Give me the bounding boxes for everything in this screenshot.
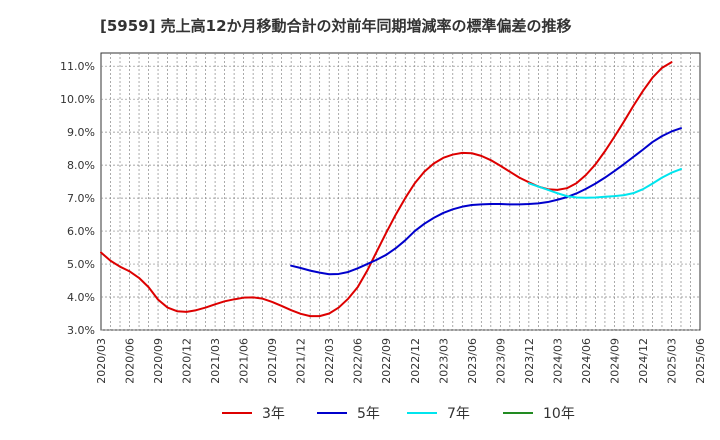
plot-area [100,52,701,331]
x-tick-label: 2022/09 [380,338,393,384]
x-tick-label: 2021/03 [209,338,222,384]
legend-label: 5年 [357,406,380,422]
x-tick-label: 2022/12 [409,338,422,384]
series-line [100,61,673,318]
x-tick-label: 2024/09 [608,338,621,384]
y-tick-label: 10.0% [60,93,95,106]
x-tick-label: 2023/03 [437,338,450,384]
y-tick-label: 9.0% [67,126,95,139]
x-tick-label: 2021/09 [266,338,279,384]
y-tick-label: 5.0% [67,258,95,271]
chart-title: [5959] 売上高12か月移動合計の対前年同期増減率の標準偏差の推移 [100,17,572,35]
x-axis-ticks: 2020/03 2020/06 2020/09 2020/12 2021/03 2021/… [95,338,707,384]
x-tick-label: 2024/06 [580,338,593,384]
y-tick-label: 6.0% [67,225,95,238]
x-tick-label: 2025/06 [694,338,707,384]
x-tick-label: 2022/03 [323,338,336,384]
x-tick-label: 2021/06 [238,338,251,384]
x-tick-label: 2022/06 [352,338,365,384]
legend: 3年 5年 7年 10年 [222,406,575,422]
y-tick-label: 3.0% [67,324,95,337]
x-tick-label: 2020/06 [124,338,137,384]
x-tick-label: 2020/03 [95,338,108,384]
y-tick-label: 4.0% [67,291,95,304]
series-line [290,127,682,276]
x-tick-label: 2020/12 [181,338,194,384]
x-tick-label: 2025/03 [665,338,678,384]
legend-label: 7年 [447,406,470,422]
y-tick-label: 8.0% [67,159,95,172]
y-tick-label: 7.0% [67,192,95,205]
y-tick-label: 11.0% [60,60,95,73]
x-tick-label: 2023/06 [466,338,479,384]
x-tick-label: 2024/12 [637,338,650,384]
x-tick-label: 2023/12 [523,338,536,384]
series-line [527,168,682,199]
x-tick-label: 2023/09 [494,338,507,384]
x-tick-label: 2024/03 [551,338,564,384]
y-axis-ticks: 3.0% 4.0% 5.0% 6.0% 7.0% 8.0% 9.0% 10.0% 11.0% [60,60,95,337]
x-tick-label: 2021/12 [295,338,308,384]
legend-label: 10年 [543,406,575,422]
x-tick-label: 2020/09 [152,338,165,384]
series-lines [100,61,682,318]
legend-label: 3年 [262,406,285,422]
